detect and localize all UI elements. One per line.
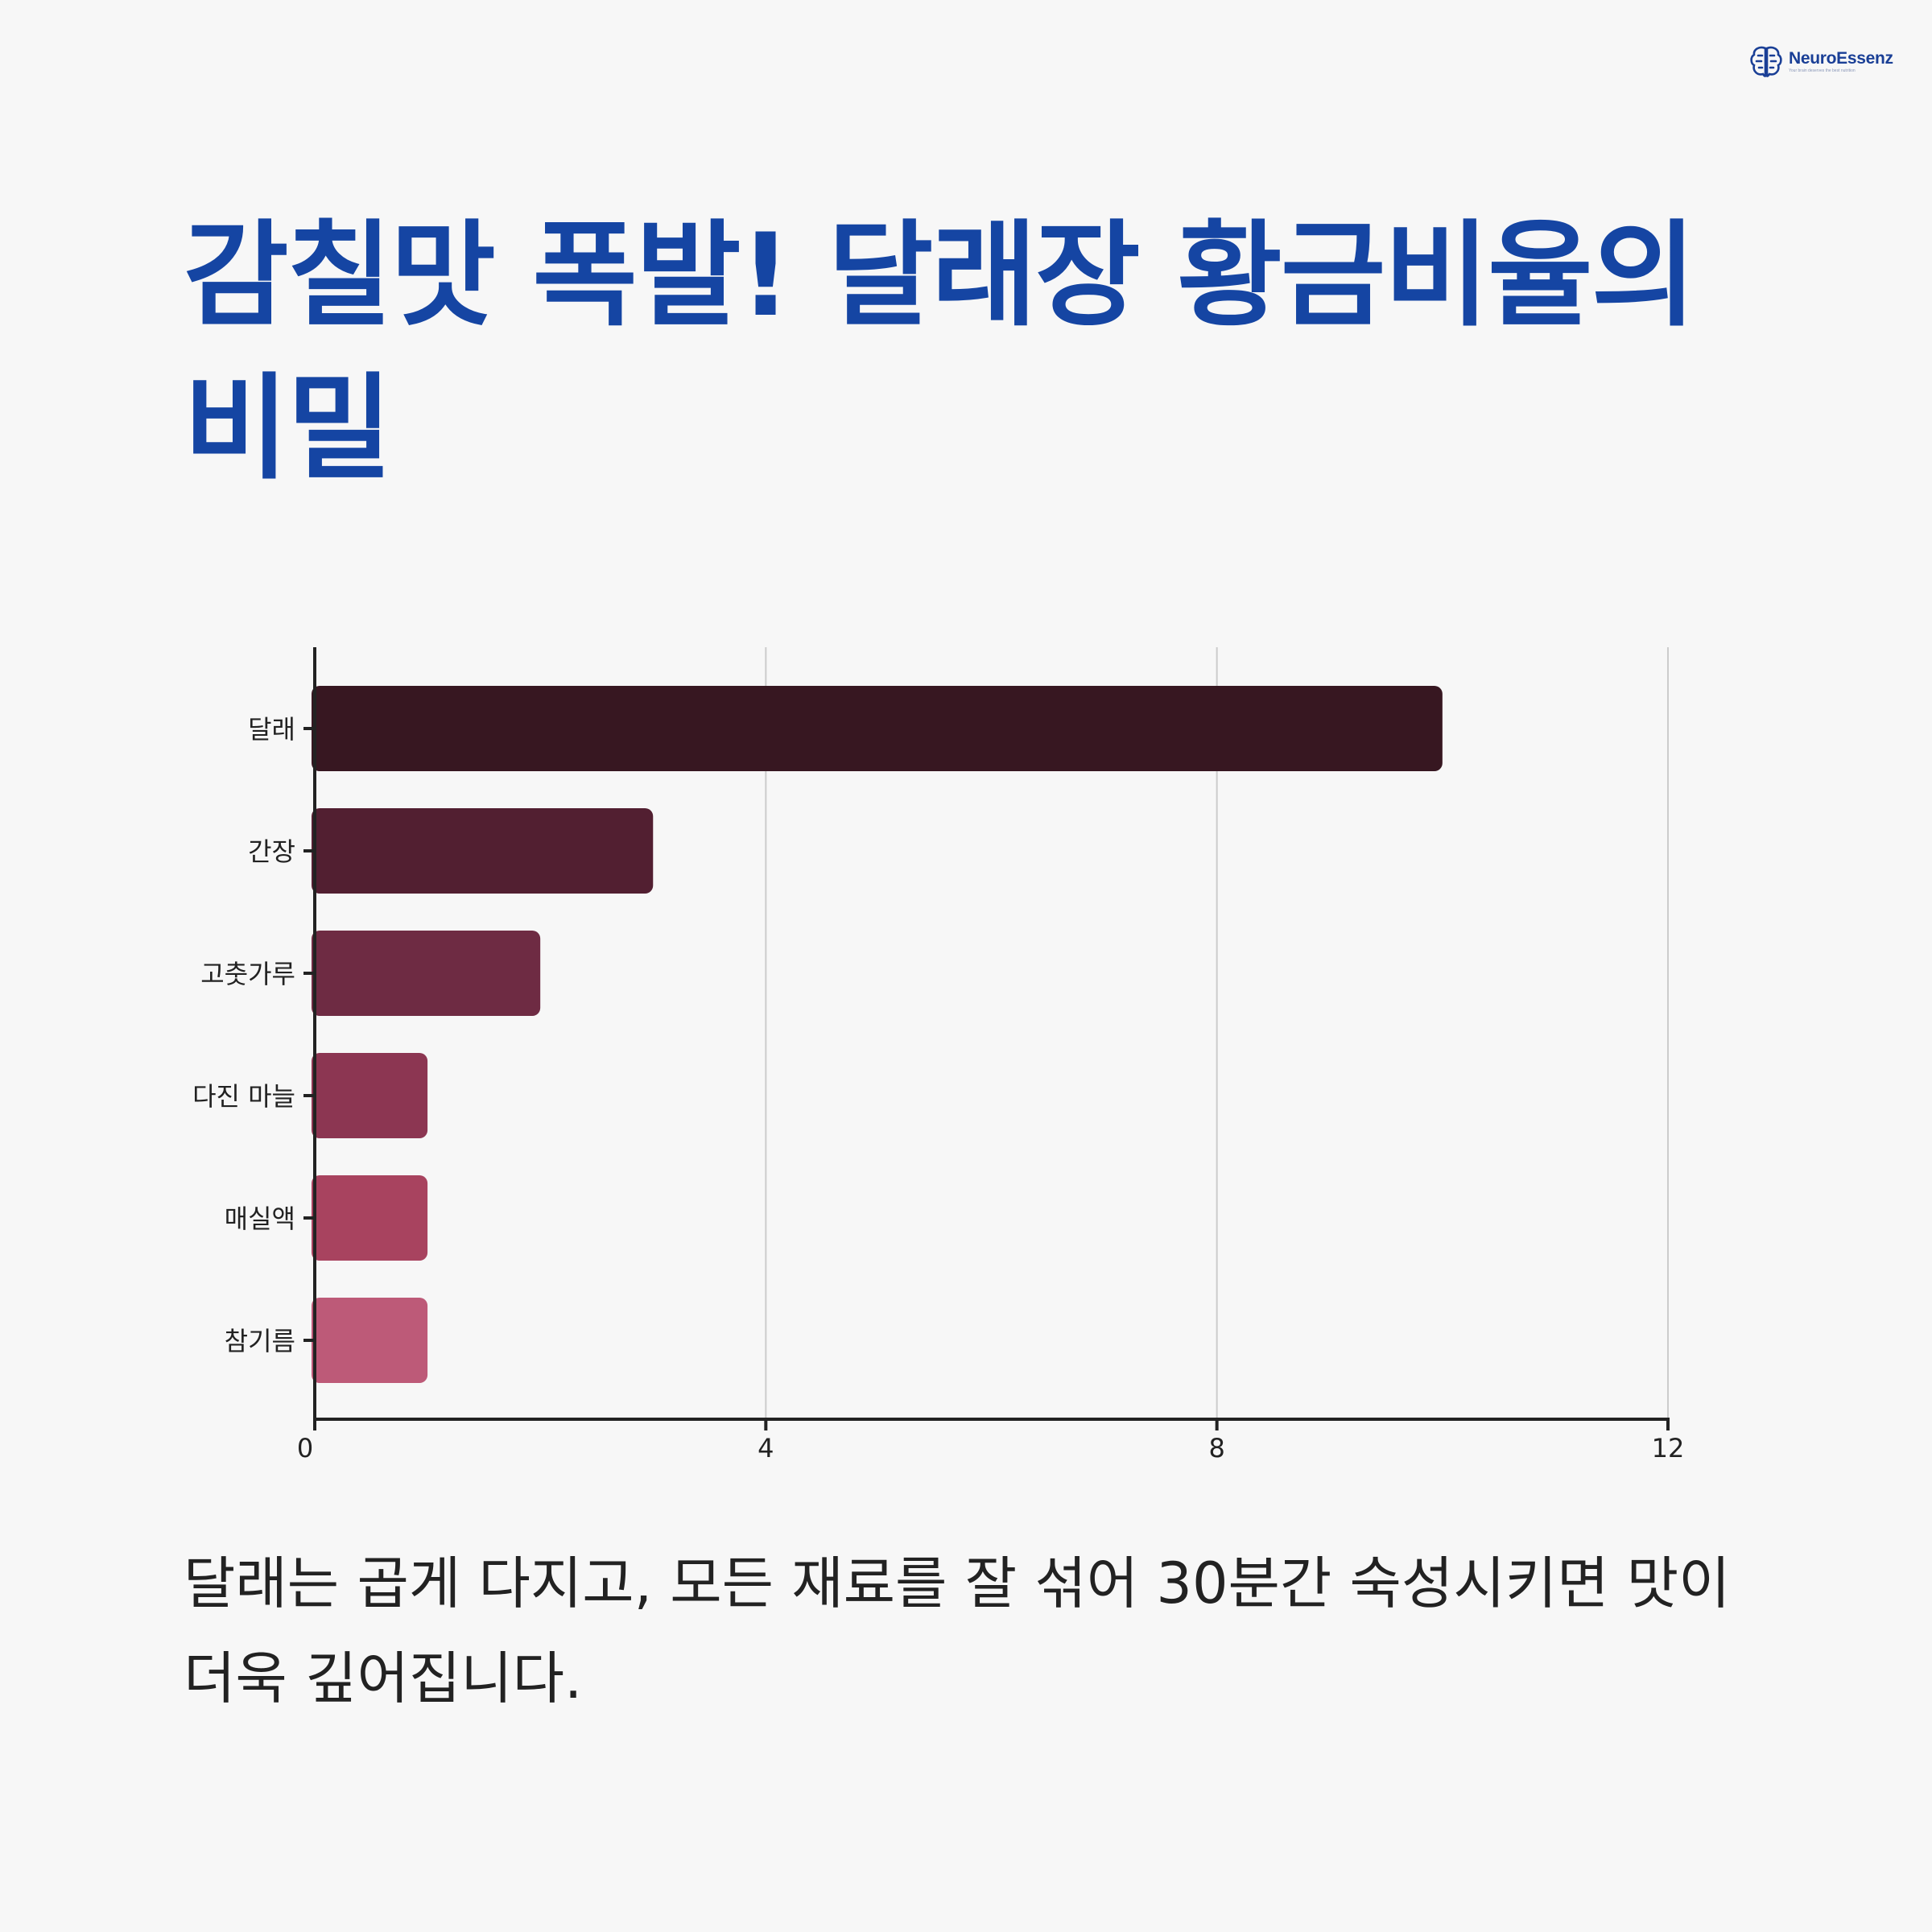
page-title: 감칠맛 폭발! 달래장 황금비율의 비밀: [184, 209, 1696, 495]
y-tick-label: 고춧가루: [200, 959, 295, 989]
y-tick-label: 달래: [248, 714, 295, 745]
bar: [312, 686, 1443, 771]
bar: [312, 1053, 428, 1138]
bar: [312, 931, 541, 1016]
bar: [312, 1298, 428, 1383]
y-tick-label: 다진 마늘: [192, 1081, 295, 1112]
y-tick-label: 참기름: [225, 1326, 295, 1356]
brand-logo: NeuroEssenz Your brain deserves the best…: [1748, 43, 1893, 79]
y-tick-label: 매실액: [225, 1203, 295, 1234]
brand-tagline: Your brain deserves the best nutrition: [1789, 68, 1856, 73]
bar: [312, 808, 654, 894]
x-tick-label: 0: [297, 1433, 313, 1463]
brand-name: NeuroEssenz: [1789, 48, 1893, 68]
x-tick-label: 8: [1208, 1433, 1224, 1463]
y-tick-label: 간장: [248, 836, 295, 867]
brain-icon: [1750, 46, 1782, 77]
x-tick-label: 4: [758, 1433, 774, 1463]
caption-text: 달래는 곱게 다지고, 모든 재료를 잘 섞어 30분간 숙성시키면 맛이 더욱…: [184, 1550, 1731, 1711]
x-tick-label: 12: [1652, 1433, 1685, 1463]
bar: [312, 1175, 428, 1261]
